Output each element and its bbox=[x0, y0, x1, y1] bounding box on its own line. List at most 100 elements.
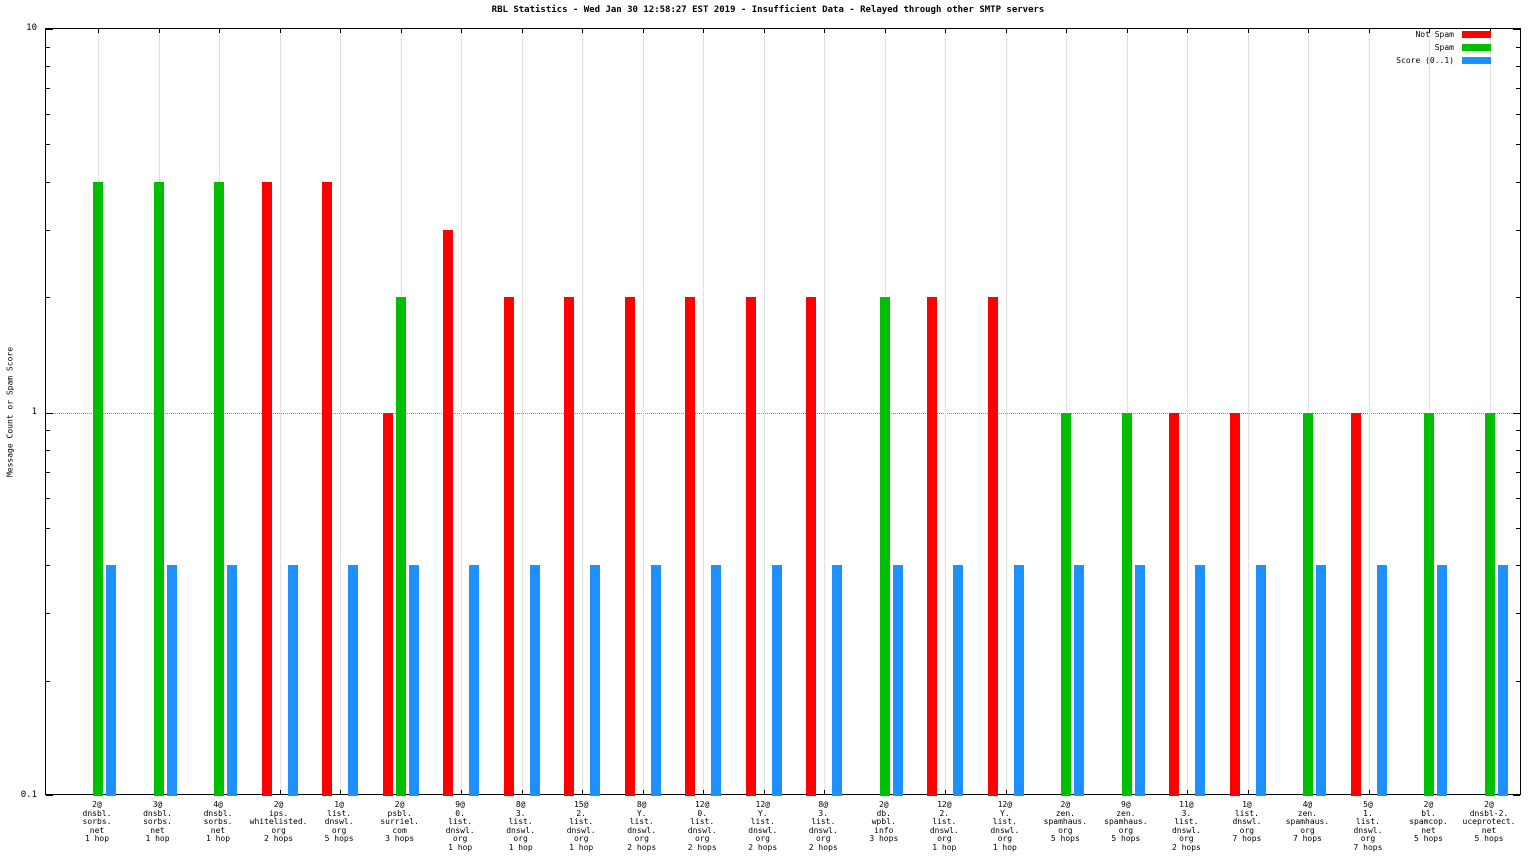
x-tick-label-line: dnswl. bbox=[1232, 817, 1262, 827]
x-tick-label-line: 1 hop bbox=[932, 842, 957, 852]
x-tick-label-line: 1 hop bbox=[569, 842, 594, 852]
x-tick-top bbox=[279, 29, 281, 33]
x-tick-label-line: dnswl. bbox=[929, 825, 959, 835]
bar-score-0-1 bbox=[469, 565, 480, 796]
bar-spam bbox=[1485, 412, 1495, 796]
x-tick-top bbox=[219, 29, 221, 33]
y-minor-tick bbox=[46, 46, 50, 48]
x-tick-label-line: 1@ bbox=[1242, 800, 1252, 809]
bar-not-spam bbox=[564, 297, 575, 796]
x-tick-label-line: 12@ bbox=[755, 800, 770, 809]
gridline-x bbox=[1368, 29, 1370, 794]
x-tick-label-line: org bbox=[331, 825, 347, 835]
y-minor-tick bbox=[1516, 181, 1520, 183]
x-tick-label-line: list. bbox=[932, 817, 957, 827]
bar-not-spam bbox=[806, 297, 817, 796]
x-tick-top bbox=[582, 29, 584, 33]
x-tick-label-line: 3 hops bbox=[869, 834, 899, 844]
y-minor-tick bbox=[46, 613, 50, 615]
x-tick-label-line: list. bbox=[569, 817, 594, 827]
x-tick-label-line: whitelisted. bbox=[249, 817, 308, 827]
x-tick-top bbox=[1368, 29, 1370, 33]
x-tick-label-line: dnswl. bbox=[566, 825, 596, 835]
x-tick-label-line: 3. bbox=[818, 808, 829, 818]
x-tick-label-line: zen. bbox=[1116, 808, 1136, 818]
x-tick-label: 9@ 0. list. dnswl. org 1 hop bbox=[426, 800, 494, 853]
x-tick-label-line: 5@ bbox=[1363, 800, 1373, 809]
x-tick-label-line: 1 hop bbox=[992, 842, 1017, 852]
x-tick-label-line: dnsbl-2. bbox=[1469, 808, 1509, 818]
x-tick-top bbox=[1187, 29, 1189, 33]
x-tick-label-line: org bbox=[1360, 834, 1376, 844]
x-tick-label-line: Y. bbox=[757, 808, 768, 818]
y-tick-label: 0.1 bbox=[20, 790, 37, 800]
bar-not-spam bbox=[503, 297, 514, 796]
x-tick-label-line: 2@ bbox=[273, 800, 284, 809]
bar-spam bbox=[93, 181, 103, 796]
x-tick-label-line: list. bbox=[508, 817, 533, 827]
x-tick-label: 5@ 1. list. dnswl. org 7 hops bbox=[1334, 800, 1402, 853]
x-tick-label-line: dnswl. bbox=[627, 825, 657, 835]
legend-item: Spam bbox=[1396, 43, 1491, 52]
x-tick-label: 2@ db. wpbl. info 3 hops bbox=[850, 800, 918, 844]
y-minor-tick bbox=[1516, 46, 1520, 48]
x-tick-label-line: sorbs. bbox=[203, 817, 233, 827]
bar-score-0-1 bbox=[771, 565, 782, 796]
x-tick-label-line: net bbox=[89, 825, 105, 835]
x-tick-bottom bbox=[1247, 790, 1249, 794]
bar-not-spam bbox=[987, 297, 998, 796]
legend-swatch bbox=[1462, 44, 1491, 51]
x-tick-bottom bbox=[1368, 790, 1370, 794]
bar-not-spam bbox=[927, 297, 938, 796]
x-tick-label-line: 2 hops bbox=[264, 834, 294, 844]
y-minor-tick bbox=[46, 297, 50, 299]
x-tick-label-line: 2 hops bbox=[687, 842, 717, 852]
x-tick-label-line: 2 hops bbox=[808, 842, 838, 852]
y-major-tick bbox=[1513, 29, 1520, 30]
x-tick-label-line: dnswl. bbox=[990, 825, 1020, 835]
x-tick-label-line: org bbox=[452, 834, 468, 844]
x-tick-label: 2@ bl. spamcop. net 5 hops bbox=[1394, 800, 1462, 844]
x-tick-label-line: spamhaus. bbox=[1043, 817, 1088, 827]
x-tick-bottom bbox=[703, 790, 705, 794]
gridline-x bbox=[521, 29, 523, 794]
x-tick-label-line: dnsbl. bbox=[203, 808, 233, 818]
bar-score-0-1 bbox=[166, 565, 177, 796]
x-tick-label-line: 2@ bbox=[878, 800, 889, 809]
x-tick-label-line: 8@ bbox=[515, 800, 526, 809]
x-tick-label-line: sorbs. bbox=[143, 817, 172, 827]
x-tick-label-line: net bbox=[210, 825, 226, 835]
gridline-x bbox=[642, 29, 644, 794]
x-tick-top bbox=[158, 29, 160, 33]
y-major-tick bbox=[46, 29, 53, 30]
x-tick-label-line: 5 hops bbox=[1111, 834, 1141, 844]
x-tick-label-line: org bbox=[573, 834, 589, 844]
y-minor-tick bbox=[1516, 527, 1520, 529]
x-tick-label-line: 5 hops bbox=[1414, 834, 1443, 844]
x-tick-label-line: 1 hop bbox=[448, 842, 473, 852]
bar-not-spam bbox=[1350, 412, 1361, 796]
x-tick-label-line: dnswl. bbox=[1171, 825, 1201, 835]
bar-score-0-1 bbox=[287, 565, 298, 796]
gridline-x bbox=[1429, 29, 1431, 794]
x-tick-top bbox=[642, 29, 644, 33]
x-tick-label-line: dnsbl. bbox=[143, 808, 172, 818]
x-tick-label-line: db. bbox=[876, 808, 891, 818]
y-minor-tick bbox=[1516, 449, 1520, 451]
bar-spam bbox=[395, 297, 406, 796]
x-tick-label-line: org bbox=[816, 834, 831, 844]
legend-item: Score (0..1) bbox=[1396, 56, 1491, 65]
bar-not-spam bbox=[745, 297, 756, 796]
x-tick-label-line: 12@ bbox=[937, 800, 952, 809]
gridline-x bbox=[1247, 29, 1249, 794]
bar-not-spam bbox=[1169, 412, 1180, 796]
x-tick-label-line: dnswl. bbox=[687, 825, 717, 835]
x-tick-top bbox=[1308, 29, 1310, 33]
x-tick-label-line: 0. bbox=[697, 808, 708, 818]
x-tick-top bbox=[1247, 29, 1249, 33]
x-tick-top bbox=[1066, 29, 1068, 33]
y-minor-tick bbox=[1516, 88, 1520, 90]
x-tick-bottom bbox=[582, 790, 584, 794]
gridline-x bbox=[824, 29, 826, 794]
x-tick-bottom bbox=[279, 790, 281, 794]
